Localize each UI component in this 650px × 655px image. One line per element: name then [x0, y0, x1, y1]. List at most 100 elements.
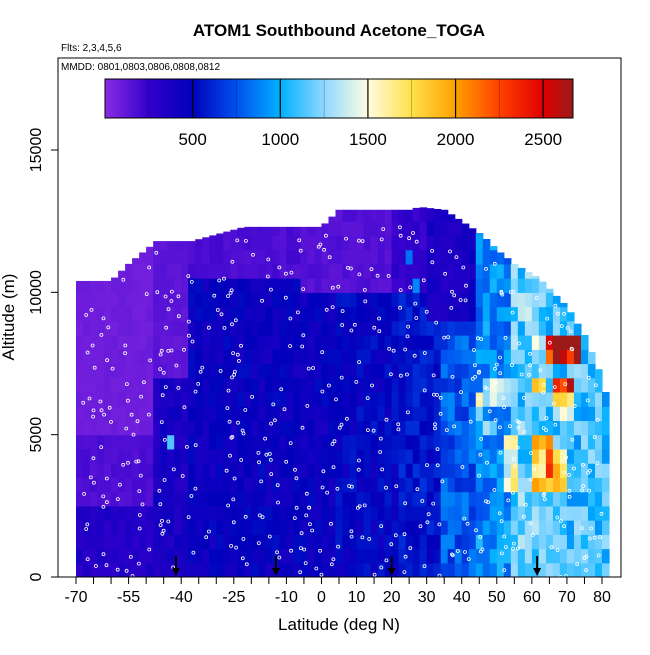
sample-point — [511, 490, 515, 495]
heatmap-cell — [447, 420, 456, 436]
sample-point — [321, 469, 326, 474]
heatmap-cell — [461, 548, 470, 564]
heatmap-cell — [454, 335, 463, 350]
heatmap-cell — [132, 548, 140, 564]
sample-point — [397, 225, 402, 230]
heatmap-cell — [314, 263, 323, 279]
sample-point — [137, 513, 142, 517]
heatmap-cell — [251, 491, 259, 507]
heatmap-cell — [286, 477, 295, 493]
heatmap-cell — [538, 434, 547, 450]
heatmap-cell — [349, 520, 358, 535]
heatmap-cell — [314, 306, 323, 322]
heatmap-cell — [566, 477, 575, 493]
heatmap-cell — [524, 562, 533, 577]
heatmap-cell — [580, 463, 589, 478]
sample-point — [293, 467, 297, 472]
sample-point — [157, 488, 162, 493]
heatmap-cell — [552, 477, 561, 493]
heatmap-cell — [83, 505, 91, 521]
heatmap-cell — [552, 505, 561, 521]
heatmap-cell — [349, 463, 358, 478]
heatmap-cell — [209, 263, 217, 279]
heatmap-cell — [517, 420, 526, 436]
sample-point — [459, 390, 463, 395]
heatmap-cell — [517, 349, 526, 365]
heatmap-cell — [454, 505, 463, 521]
sample-point — [101, 316, 106, 321]
sample-point — [282, 407, 287, 412]
heatmap-cell — [265, 491, 273, 507]
heatmap-cell — [405, 505, 414, 521]
heatmap-cell — [454, 434, 463, 450]
heatmap-cell — [419, 306, 428, 322]
sample-point — [556, 311, 560, 316]
sample-point — [437, 573, 442, 577]
heatmap-cell — [216, 420, 224, 436]
heatmap-cell — [384, 505, 393, 521]
heatmap-cell — [125, 448, 133, 464]
sample-point — [498, 355, 502, 360]
sample-point — [357, 504, 362, 509]
sample-point — [301, 333, 306, 338]
sample-point — [251, 252, 255, 257]
sample-point — [452, 293, 457, 298]
sample-point — [378, 436, 383, 441]
sample-point — [91, 456, 96, 461]
sample-point — [299, 531, 304, 536]
heatmap-cell — [552, 335, 561, 350]
heatmap-cell — [132, 562, 140, 577]
sample-point — [186, 274, 191, 279]
heatmap-cell — [104, 349, 112, 365]
heatmap-cell — [531, 477, 540, 493]
sample-point — [158, 352, 163, 357]
heatmap-cell — [349, 249, 358, 265]
sample-point — [266, 257, 271, 262]
heatmap-cell — [398, 491, 407, 507]
heatmap-cell — [356, 505, 365, 521]
heatmap-cell — [510, 278, 519, 293]
heatmap-cell — [237, 562, 245, 577]
sample-point — [176, 385, 181, 390]
heatmap-cell — [328, 306, 337, 322]
sample-point — [549, 545, 554, 550]
heatmap-cell — [328, 463, 337, 478]
heatmap-cell — [440, 534, 449, 550]
heatmap-cell — [153, 420, 161, 436]
heatmap-cell — [440, 263, 449, 279]
heatmap-cell — [517, 505, 526, 521]
heatmap-cell — [139, 306, 147, 322]
heatmap-cell — [377, 278, 386, 293]
heatmap-cell — [489, 477, 498, 493]
sample-point — [593, 383, 598, 388]
heatmap-cell — [349, 363, 358, 379]
heatmap-cell — [482, 263, 491, 279]
heatmap-cell — [398, 548, 407, 564]
heatmap-cell — [118, 377, 126, 393]
heatmap-cell — [510, 520, 519, 535]
heatmap-cell — [146, 391, 154, 407]
heatmap-cell — [545, 491, 554, 507]
heatmap-cell — [286, 249, 295, 265]
heatmap-cell — [125, 463, 133, 478]
sample-point — [241, 537, 246, 541]
heatmap-cell — [286, 377, 295, 393]
heatmap-cell — [167, 562, 175, 577]
heatmap-cell — [559, 349, 568, 365]
heatmap-cell — [517, 448, 526, 464]
heatmap-cell — [412, 335, 421, 350]
heatmap-cell — [125, 477, 133, 493]
heatmap-cell — [419, 235, 428, 251]
heatmap-cell — [160, 306, 168, 322]
sample-point — [448, 249, 452, 254]
sample-point — [297, 238, 302, 243]
heatmap-cell — [307, 406, 316, 422]
heatmap-cell — [244, 363, 252, 379]
heatmap-cell — [573, 534, 582, 550]
heatmap-cell — [587, 434, 596, 450]
heatmap-cell — [363, 463, 372, 478]
heatmap-cell — [328, 434, 337, 450]
sample-point — [380, 467, 385, 472]
sample-point — [294, 505, 299, 510]
heatmap-cell — [377, 349, 386, 365]
